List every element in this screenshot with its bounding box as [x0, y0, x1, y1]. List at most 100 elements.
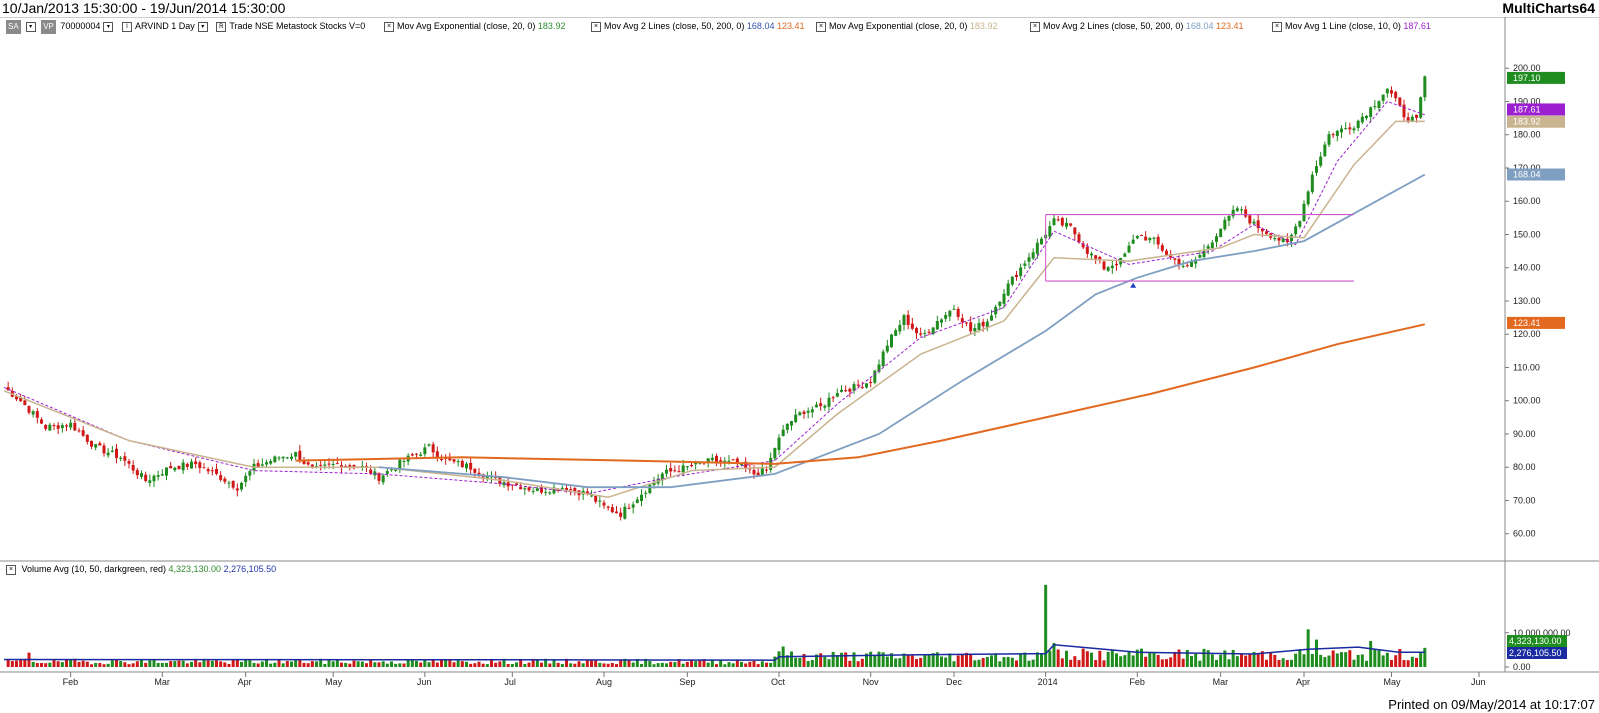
candle-body: [1198, 255, 1202, 258]
volume-bar: [444, 659, 448, 667]
candle-body: [65, 425, 68, 427]
indicator-label: Mov Avg 2 Lines: [604, 21, 673, 31]
volume-badge: [1507, 635, 1567, 647]
candle-body: [244, 475, 248, 483]
volume-bar: [935, 652, 939, 667]
candle-body: [1073, 227, 1077, 235]
candle-body: [123, 456, 127, 461]
vp-tag[interactable]: VP: [41, 20, 56, 34]
candle-body: [765, 469, 768, 471]
candle-body: [152, 475, 156, 482]
candle-body: [831, 397, 835, 399]
volume-bar: [635, 658, 639, 667]
volume-bar: [831, 651, 835, 667]
volume-bar: [1315, 639, 1318, 667]
volume-bar: [1002, 657, 1006, 667]
close-icon[interactable]: ×: [1272, 21, 1282, 32]
candle-body: [1406, 117, 1410, 121]
volume-avg-long: 2,276,105.50: [223, 564, 277, 574]
volume-bar: [1335, 653, 1339, 667]
candle-body: [73, 422, 77, 431]
volume-bar: [244, 659, 248, 667]
source-toggle-icon[interactable]: R: [216, 21, 227, 32]
volume-bar: [756, 664, 760, 667]
price-badge-label: 123.41: [1513, 318, 1541, 328]
volume-bar: [273, 662, 277, 667]
candle-body: [1177, 259, 1181, 266]
price-badge: [1507, 115, 1565, 128]
symbol-dropdown-icon[interactable]: ▾: [103, 21, 114, 32]
volume-bar: [956, 655, 960, 667]
volume-bar: [910, 655, 914, 667]
candle-body: [1306, 191, 1310, 205]
candle-body: [890, 334, 893, 348]
candle-body: [502, 482, 506, 486]
instrument-toggle-icon[interactable]: I: [121, 21, 132, 32]
volume-bar: [1406, 660, 1410, 667]
volume-bar: [1285, 660, 1289, 667]
volume-bar: [165, 662, 168, 667]
volume-bar: [594, 660, 598, 667]
candle-body: [956, 308, 960, 317]
candle-body: [744, 461, 748, 468]
candle-body: [965, 322, 968, 324]
candle-body: [1260, 228, 1264, 232]
volume-bar: [952, 661, 956, 667]
candle-body: [635, 499, 639, 503]
candle-body: [648, 484, 652, 494]
sa-tag[interactable]: SA: [6, 20, 21, 34]
volume-average-line: [3, 644, 1425, 661]
candle-body: [440, 459, 443, 461]
volume-bar: [402, 663, 406, 667]
volume-bar: [419, 662, 423, 667]
candle-body: [290, 456, 293, 459]
indicator-3: × Mov Avg 2 Lines (close, 50, 200, 0) 168…: [1030, 19, 1243, 33]
candle-body: [306, 462, 310, 465]
close-icon[interactable]: ×: [816, 21, 826, 32]
candle-body: [281, 456, 285, 459]
candle-body: [1294, 226, 1298, 235]
volume-bar: [769, 662, 773, 667]
candle-body: [1331, 134, 1335, 136]
price-chart[interactable]: 60.00 70.00 80.00 90.00 100.00 110.00 120.00 13…: [0, 17, 1599, 697]
volume-bar: [940, 656, 943, 667]
volume-bar: [1044, 584, 1048, 667]
close-icon[interactable]: ×: [1030, 21, 1040, 32]
volume-bar: [335, 660, 339, 667]
candle-body: [94, 444, 98, 448]
time-tick-label: Mar: [154, 677, 170, 687]
time-tick-label: 2014: [1038, 677, 1058, 687]
candle-body: [781, 429, 785, 437]
volume-bar: [1252, 652, 1256, 667]
volume-bar: [385, 663, 389, 667]
price-tick-label: 180.00: [1513, 130, 1541, 140]
instrument-dropdown-icon[interactable]: ▾: [197, 21, 208, 32]
candle-body: [627, 507, 631, 509]
volume-bar: [565, 658, 568, 667]
candle-body: [1190, 261, 1193, 267]
price-badge-label: 187.61: [1513, 104, 1541, 114]
volume-bar: [1202, 648, 1206, 667]
candle-body: [6, 387, 10, 391]
candle-body: [1131, 239, 1135, 244]
volume-bar: [52, 658, 56, 667]
volume-bar: [1373, 648, 1377, 667]
volume-bar: [231, 660, 235, 667]
candle-body: [590, 495, 593, 497]
candle-body: [1373, 106, 1377, 108]
candle-body: [1419, 97, 1423, 118]
candle-body: [477, 472, 481, 475]
price-tick-label: 140.00: [1513, 263, 1541, 273]
volume-bar: [327, 660, 331, 667]
volume-bar: [627, 659, 631, 667]
close-icon[interactable]: ×: [384, 21, 394, 32]
candle-body: [1102, 261, 1106, 270]
volume-bar: [1348, 650, 1352, 667]
sa-dropdown-icon[interactable]: ▾: [25, 21, 36, 32]
volume-bar: [65, 659, 68, 667]
volume-bar: [490, 659, 493, 667]
candle-body: [485, 475, 489, 479]
close-icon[interactable]: ×: [6, 564, 16, 575]
volume-bar: [1144, 656, 1148, 667]
close-icon[interactable]: ×: [591, 21, 601, 32]
